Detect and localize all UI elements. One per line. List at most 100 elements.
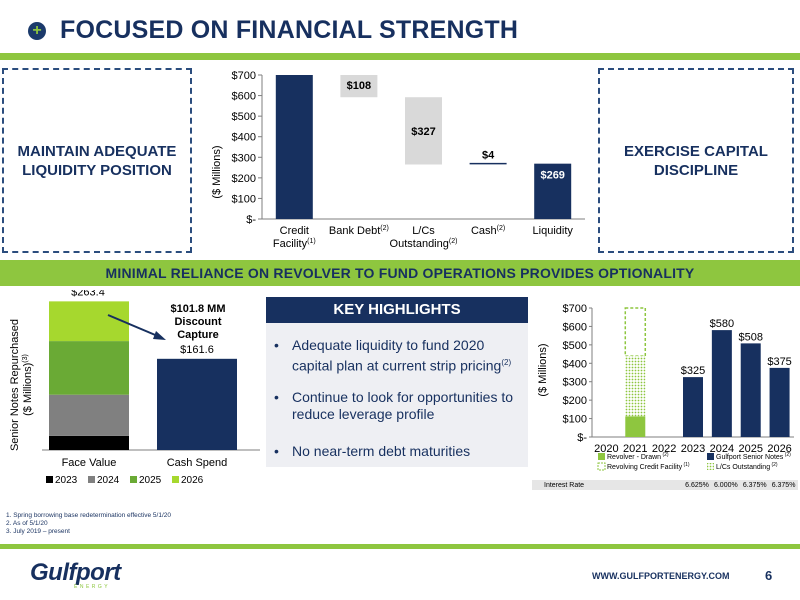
discount-capture-annotation: Capture <box>177 329 219 341</box>
maturity-year-label: 2022 <box>652 443 676 455</box>
maturity-data-label: $375 <box>767 356 791 368</box>
annotation-arrow-head <box>153 331 166 340</box>
notes-total-label: $263.4 <box>71 290 105 298</box>
maturity-bar-lcs <box>625 356 646 417</box>
maturity-y-tick-label: $100 <box>563 414 587 426</box>
svg-text:($ Millions)(3): ($ Millions)(3) <box>22 354 34 416</box>
notes-legend-swatch <box>46 476 53 483</box>
highlight-text-1: Adequate liquidity to fund 2020 capital … <box>292 337 502 374</box>
maturity-legend-swatch <box>598 453 605 460</box>
maturity-bar-senior-notes <box>683 377 703 437</box>
interest-rate-value: 6.625% <box>685 482 709 489</box>
company-logo-subtext: ENERGY <box>74 584 111 590</box>
notes-legend-label: 2026 <box>181 475 204 486</box>
notes-ylabel-line2: ($ Millions) <box>22 363 34 416</box>
key-highlights-panel: • Adequate liquidity to fund 2020 capita… <box>266 323 528 467</box>
notes-bar-segment <box>157 358 237 450</box>
maturity-legend-sup: (2) <box>770 462 778 468</box>
waterfall-y-tick-label: $300 <box>232 152 256 164</box>
footer-divider <box>0 544 800 549</box>
waterfall-category-sup: (1) <box>307 238 316 245</box>
waterfall-category-label-line2: Outstanding(2) <box>390 238 458 250</box>
maturity-year-label: 2021 <box>623 443 647 455</box>
maturity-bar-senior-notes <box>711 330 732 437</box>
plus-icon: + <box>28 22 46 40</box>
page-title: FOCUSED ON FINANCIAL STRENGTH <box>60 16 519 44</box>
maturity-legend-swatch <box>707 453 714 460</box>
interest-rate-value: 6.375% <box>743 482 767 489</box>
interest-rate-row <box>532 480 798 490</box>
notes-category-label: Face Value <box>62 457 117 469</box>
company-logo: Gulfport <box>30 559 121 586</box>
footnotes: 1. Spring borrowing base redetermination… <box>6 512 171 536</box>
maturity-year-label: 2023 <box>681 443 705 455</box>
maturity-legend-sup: (2) <box>783 452 791 458</box>
debt-maturity-chart: ($ Millions) $- $100 $200 $300 $400 $500 $600 $… <box>532 303 798 490</box>
waterfall-ylabel: ($ Millions) <box>211 145 223 198</box>
capital-box-line1: EXERCISE CAPITAL <box>624 142 768 160</box>
key-highlights-header: KEY HIGHLIGHTS <box>266 297 528 323</box>
maturity-legend-sup: (1) <box>682 462 690 468</box>
interest-rate-label: Interest Rate <box>544 482 584 489</box>
waterfall-bar-2 <box>405 97 442 165</box>
maturity-legend-label: Revolving Credit Facility (1) <box>607 462 690 471</box>
waterfall-category-label: Liquidity <box>533 225 574 237</box>
maturity-data-label: $325 <box>681 365 705 377</box>
maturity-y-tick-label: $600 <box>563 321 587 333</box>
maturity-y-tick-label: $500 <box>563 340 587 352</box>
maturity-bar-senior-notes <box>740 343 761 437</box>
liquidity-position-box: MAINTAIN ADEQUATE LIQUIDITY POSITION <box>2 68 192 253</box>
notes-legend-swatch <box>172 476 179 483</box>
bullet-dot: • <box>274 337 279 353</box>
maturity-y-tick-label: $700 <box>563 303 587 315</box>
maturity-year-label: 2025 <box>738 443 762 455</box>
capital-discipline-box: EXERCISE CAPITAL DISCIPLINE <box>598 68 794 253</box>
maturity-legend-label: Gulfport Senior Notes (2) <box>716 452 791 461</box>
waterfall-y-tick-label: $400 <box>232 132 256 144</box>
title-divider <box>0 53 800 60</box>
website-link[interactable]: WWW.GULFPORTENERGY.COM <box>592 571 730 581</box>
maturity-bar-credit-facility <box>624 307 647 357</box>
waterfall-category-sup: (2) <box>497 225 506 232</box>
maturity-legend-swatch <box>597 462 606 471</box>
maturity-ylabel: ($ Millions) <box>537 343 549 396</box>
waterfall-category-label: Credit <box>280 225 309 237</box>
notes-ylabel-line1: Senior Notes Repurchased <box>9 319 21 451</box>
discount-capture-annotation: Discount <box>174 316 221 328</box>
waterfall-category-sup: (2) <box>449 238 458 245</box>
notes-bar-segment <box>49 435 129 450</box>
waterfall-y-tick-label: $700 <box>232 70 256 82</box>
waterfall-y-tick-label: $600 <box>232 91 256 103</box>
notes-bar-segment <box>49 394 129 436</box>
liquidity-waterfall-chart: ($ Millions) $- $100 $200 $300 $400 $500 $600 $… <box>211 70 585 250</box>
section-title: MINIMAL RELIANCE ON REVOLVER TO FUND OPE… <box>0 260 800 286</box>
notes-legend-label: 2025 <box>139 475 162 486</box>
notes-legend-label: 2023 <box>55 475 78 486</box>
waterfall-category-sup: (2) <box>380 225 389 232</box>
waterfall-bar-0 <box>275 75 313 219</box>
footnote-2: 2. As of 5/1/20 <box>6 520 48 527</box>
annotation-arrow <box>107 314 161 338</box>
waterfall-data-label: $4 <box>482 150 495 162</box>
waterfall-y-tick-label: $500 <box>232 111 256 123</box>
maturity-legend-label: Revolver - Drawn (2) <box>607 452 669 461</box>
waterfall-category-label-line2: Facility(1) <box>273 238 316 250</box>
waterfall-data-label: $269 <box>540 170 564 182</box>
maturity-y-tick-label: $- <box>577 432 587 444</box>
maturity-data-label: $508 <box>738 331 762 343</box>
highlight-text-3: No near-term debt maturities <box>292 443 471 459</box>
notes-category-label: Cash Spend <box>167 457 228 469</box>
waterfall-data-label: $108 <box>347 80 371 92</box>
maturity-y-tick-label: $300 <box>563 377 587 389</box>
waterfall-category-label: L/Cs <box>412 225 435 237</box>
waterfall-y-tick-label: $200 <box>232 173 256 185</box>
interest-rate-value: 6.000% <box>714 482 738 489</box>
waterfall-bar-4 <box>534 163 572 219</box>
notes-repurchased-chart: Senior Notes Repurchased ($ Millions)(3)… <box>9 290 260 486</box>
notes-bar-segment <box>49 341 129 395</box>
highlight-text-2: Continue to look for opportunities to re… <box>292 389 514 422</box>
waterfall-category-label: Bank Debt(2) <box>329 225 389 237</box>
maturity-year-label: 2024 <box>710 443 734 455</box>
maturity-y-tick-label: $200 <box>563 395 587 407</box>
notes-ylabel-sup: (3) <box>22 354 29 363</box>
